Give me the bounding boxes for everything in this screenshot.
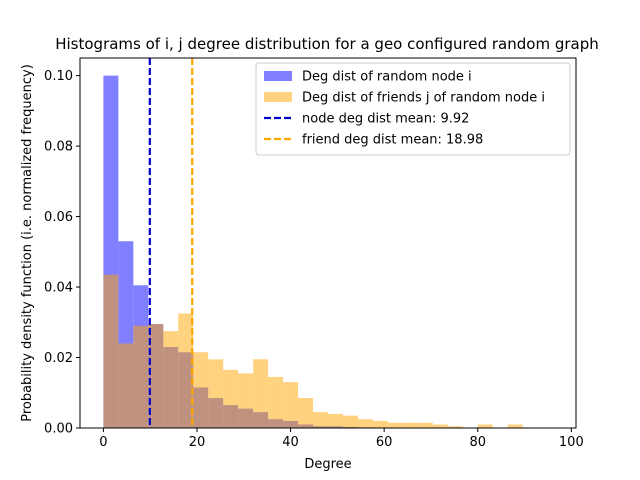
legend-entry: Deg dist of random node i: [264, 70, 472, 85]
series-1-bar: [372, 420, 388, 428]
y-tick-label: 0.04: [44, 281, 73, 296]
series-1-bar: [298, 398, 314, 428]
x-tick-label: 0: [99, 435, 107, 450]
y-tick-label: 0.00: [44, 422, 73, 437]
series-1-bar: [118, 343, 134, 428]
y-tick-label: 0.10: [44, 69, 73, 84]
y-tick-label: 0.06: [44, 210, 73, 225]
series-1-bar: [238, 373, 254, 428]
series-1-bar: [283, 382, 299, 428]
legend-label: Deg dist of random node i: [302, 70, 472, 85]
legend-label: friend deg dist mean: 18.98: [302, 133, 483, 148]
reference-lines-layer: [148, 58, 194, 428]
series-1-bar: [148, 324, 164, 428]
series-1-bar: [357, 419, 373, 428]
series-1-bar: [417, 422, 433, 428]
legend-entry: Deg dist of friends j of random node i: [264, 91, 545, 106]
series-1-bar: [133, 325, 149, 428]
chart-title: Histograms of i, j degree distribution f…: [55, 35, 599, 53]
series-1-bar: [477, 424, 493, 428]
series-1-bar: [313, 412, 328, 428]
legend-frame: [255, 62, 571, 156]
series-1-bar: [268, 376, 284, 428]
plot-frame: [79, 57, 577, 429]
legend: Deg dist of random node i Deg dist of fri…: [255, 62, 571, 156]
series-1-bars: [103, 274, 523, 428]
x-axis: 0 20 40 60 80 100: [99, 428, 584, 450]
x-tick-label: 20: [189, 435, 206, 450]
series-1-bar: [432, 424, 448, 428]
x-tick-label: 80: [469, 435, 486, 450]
series-1-bar: [223, 369, 239, 428]
legend-swatch: [264, 92, 292, 102]
series-1-bar: [103, 274, 119, 428]
legend-entry: node deg dist mean: 9.92: [264, 112, 469, 127]
series-1-bar: [387, 422, 403, 428]
y-axis-label: Probability density function (i.e. norma…: [20, 64, 35, 422]
series-1-bar: [208, 359, 224, 428]
series-1-bar: [447, 426, 463, 428]
series-1-bar: [342, 415, 358, 428]
x-tick-label: 100: [559, 435, 584, 450]
legend-entry: friend deg dist mean: 18.98: [264, 133, 483, 148]
bars-layer: [103, 75, 523, 429]
series-1-bar: [163, 331, 179, 428]
x-tick-label: 60: [376, 435, 393, 450]
legend-label: Deg dist of friends j of random node i: [302, 91, 545, 106]
series-1-bar: [253, 359, 269, 428]
series-1-bar: [193, 352, 209, 428]
series-1-bar: [328, 413, 343, 428]
series-1-bar: [507, 424, 523, 428]
series-1-bar: [402, 422, 418, 428]
y-axis: 0.00 0.02 0.04 0.06 0.08 0.10: [44, 69, 80, 437]
legend-swatch: [264, 71, 292, 81]
x-tick-label: 40: [282, 435, 299, 450]
y-tick-label: 0.08: [44, 140, 73, 155]
legend-label: node deg dist mean: 9.92: [302, 112, 469, 127]
x-axis-label: Degree: [304, 457, 351, 472]
series-1-bar: [178, 313, 194, 428]
y-tick-label: 0.02: [44, 351, 73, 366]
